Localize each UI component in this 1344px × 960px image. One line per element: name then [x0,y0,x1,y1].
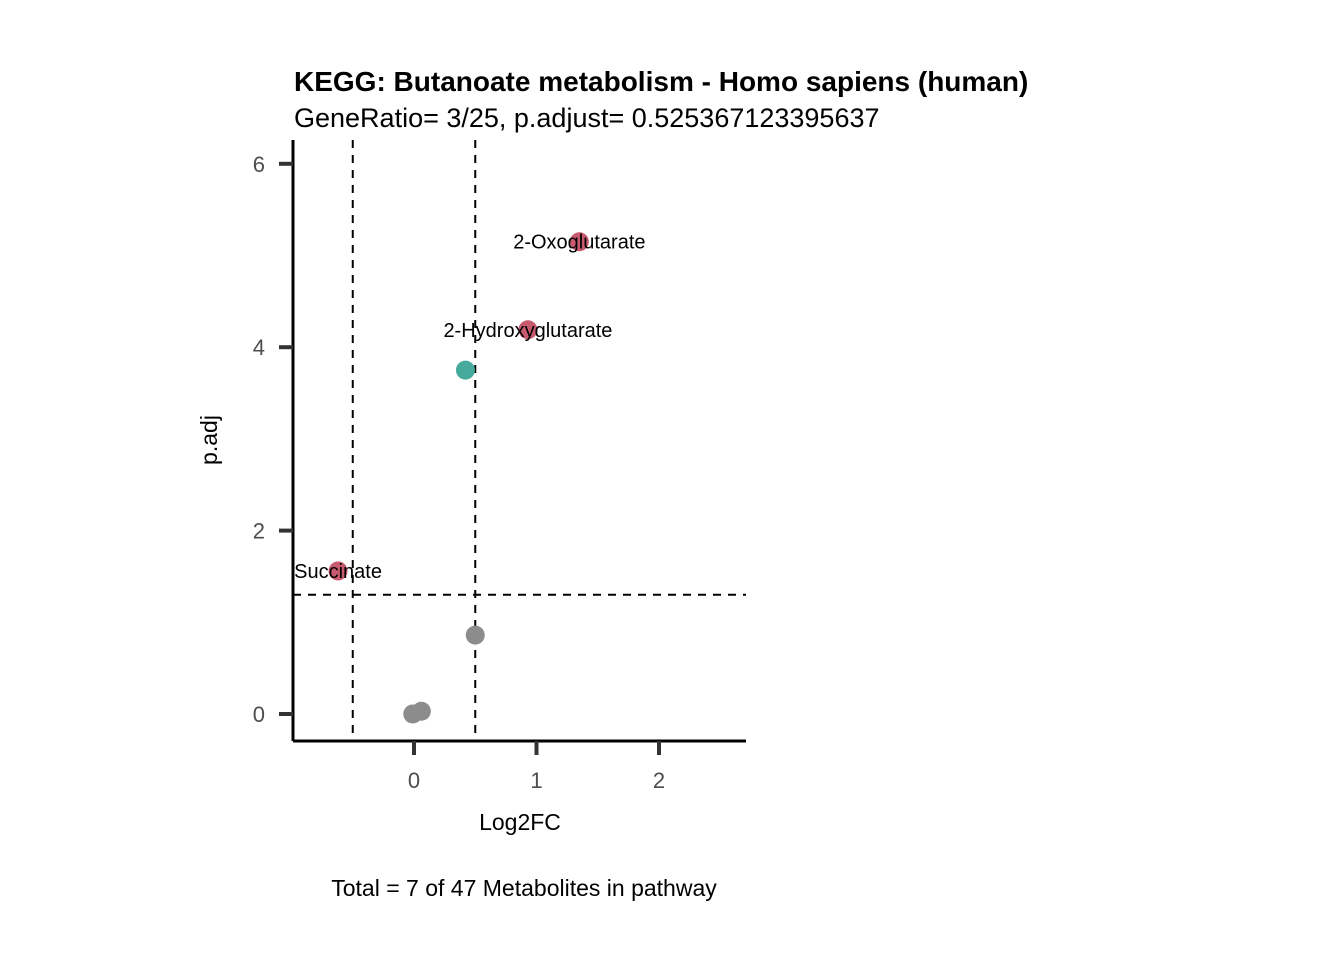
chart-subtitle: GeneRatio= 3/25, p.adjust= 0.52536712339… [294,103,880,133]
point-label: Succinate [294,561,382,583]
chart-caption: Total = 7 of 47 Metabolites in pathway [331,875,717,901]
data-point [328,561,348,581]
threshold-lines [293,140,746,741]
x-tick-label: 1 [530,768,542,793]
y-tick-label: 4 [253,335,265,360]
chart-title: KEGG: Butanoate metabolism - Homo sapien… [294,66,1028,97]
y-axis-title: p.adj [196,415,222,465]
point-label: 2-Oxoglutarate [513,232,645,254]
data-points [328,232,589,724]
data-point [403,704,423,724]
data-point [518,320,538,340]
data-point [455,360,475,380]
point-label: 2-Hydroxyglutarate [443,320,612,342]
x-ticks: 0 1 2 [408,741,665,793]
axes [291,140,746,743]
data-point [465,625,485,645]
y-tick-label: 6 [253,152,265,177]
point-labels: 2-Oxoglutarate 2-Hydroxyglutarate Succinat… [294,232,645,583]
y-ticks: 0 2 4 6 [253,152,293,727]
x-axis-title: Log2FC [479,809,561,835]
data-point [569,232,589,252]
y-tick-label: 0 [253,702,265,727]
x-tick-label: 2 [653,768,665,793]
y-tick-label: 2 [253,519,265,544]
x-tick-label: 0 [408,768,420,793]
